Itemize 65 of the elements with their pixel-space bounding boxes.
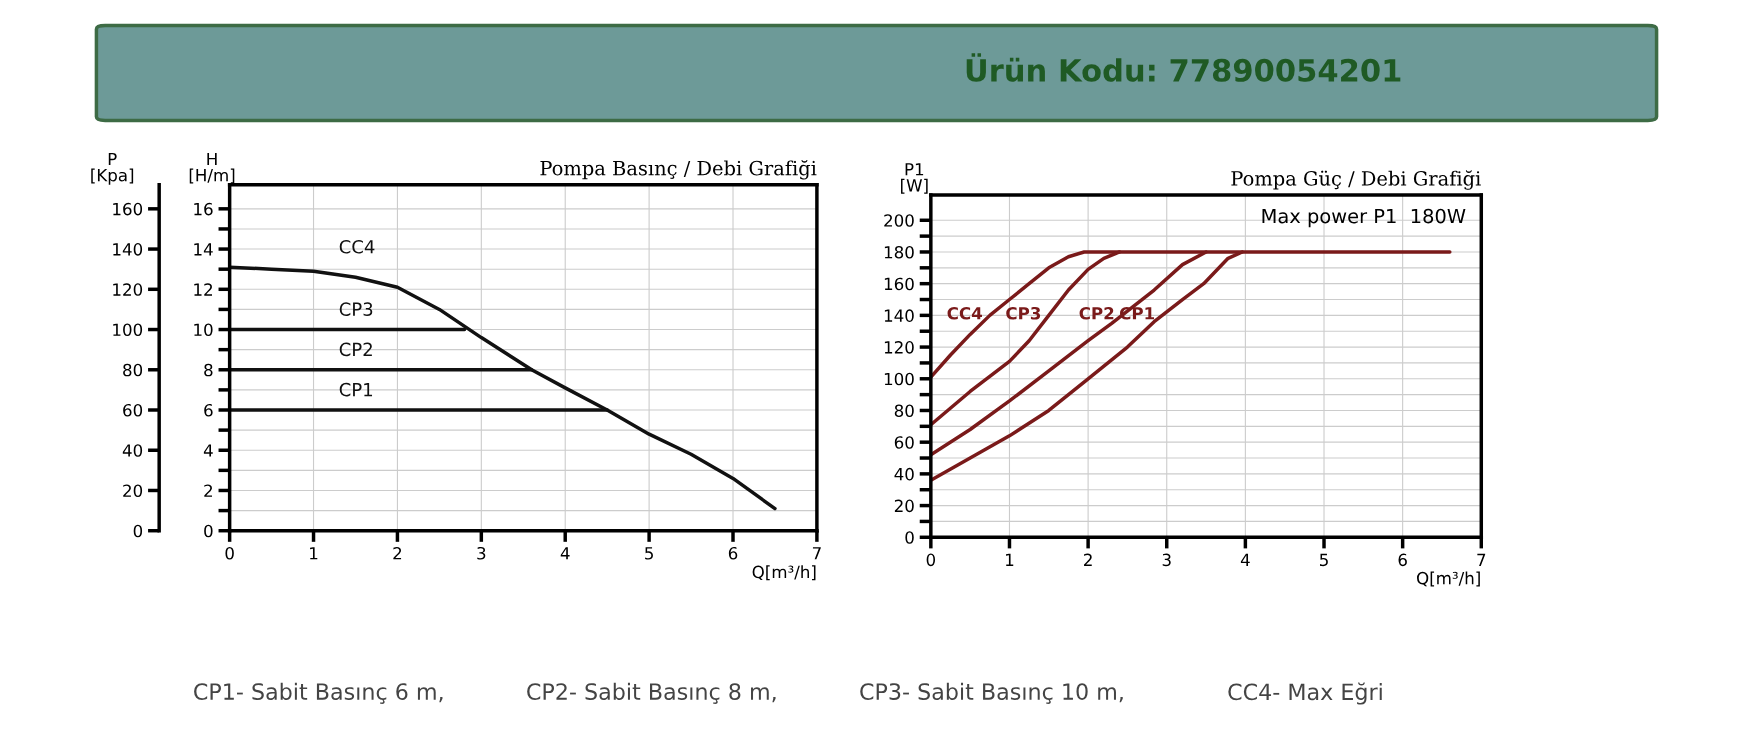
y-tick-label: 140: [884, 309, 914, 322]
y-tick-label: 12: [194, 283, 212, 296]
x-tick-label: 2: [1084, 553, 1092, 566]
x-tick-label: 7: [812, 547, 821, 560]
y2-tick-label: 20: [123, 484, 143, 498]
y-tick-label: 8: [204, 363, 213, 377]
y-tick-label: 100: [884, 372, 914, 386]
x-tick-label: 2: [393, 546, 402, 560]
text: CP2- Sabit Basınç 8 m,: [527, 682, 776, 704]
text: CP1- Sabit Basınç 6 m,: [194, 682, 443, 704]
series-label: CC4: [339, 239, 375, 254]
x-tick-label: 5: [1320, 553, 1328, 567]
y2-axis-title: P [Kpa]: [91, 152, 134, 185]
x-tick-label: 1: [1006, 553, 1014, 566]
series-label: CP2: [339, 342, 372, 357]
y-tick-label: 180: [884, 245, 914, 259]
y-axis-title: H [H/m]: [189, 152, 235, 184]
series-label: CC4: [947, 306, 982, 320]
y-tick-label: 160: [884, 277, 914, 291]
x-axis-title: Q[m³/h]: [1417, 571, 1480, 587]
x-tick-label: 6: [1398, 553, 1407, 567]
y2-tick-label: 140: [113, 243, 143, 256]
y2-tick-label: 0: [133, 524, 143, 538]
x-tick-label: 4: [560, 547, 570, 560]
text: Ürün Kodu: 77890054201: [966, 53, 1401, 82]
x-tick-label: 6: [728, 546, 738, 560]
y2-tick-label: 120: [113, 283, 143, 296]
y2-tick-label: 40: [122, 444, 143, 457]
y-tick-label: 60: [894, 436, 914, 449]
series-label: CP2: [1079, 306, 1114, 320]
annotation: Max power P1 180W: [1262, 208, 1466, 228]
y2-tick-label: 60: [123, 403, 143, 417]
y-tick-label: 2: [204, 484, 212, 497]
y-tick-label: 120: [884, 341, 914, 354]
y-axis-title: P1 [W]: [901, 163, 928, 194]
y-tick-label: 4: [203, 444, 213, 457]
x-tick-label: 3: [1162, 553, 1171, 567]
y-tick-label: 0: [204, 524, 213, 538]
series-label: CP3: [339, 302, 373, 316]
x-tick-label: 3: [477, 546, 486, 560]
series-label: CP3: [1006, 306, 1041, 320]
text: CP3- Sabit Basınç 10 m,: [860, 682, 1123, 704]
y2-tick-label: 80: [123, 363, 143, 377]
y-tick-label: 80: [894, 404, 914, 418]
y2-tick-label: 100: [113, 323, 143, 337]
y-tick-label: 20: [894, 499, 914, 513]
x-tick-label: 5: [645, 547, 653, 560]
x-tick-label: 7: [1477, 553, 1486, 566]
y-tick-label: 0: [905, 531, 914, 544]
x-tick-label: 4: [1240, 553, 1250, 566]
y-tick-label: 16: [194, 202, 213, 216]
chart-title: Pompa Basınç / Debi Grafiği: [540, 159, 817, 180]
y-tick-label: 40: [894, 467, 914, 481]
text: CC4- Max Eğri: [1228, 682, 1382, 705]
y2-tick-label: 160: [113, 202, 143, 216]
chart-title: Pompa Güç / Debi Grafiği: [1231, 170, 1481, 190]
y-tick-label: 6: [204, 403, 213, 417]
x-tick-label: 1: [310, 547, 318, 560]
y-tick-label: 10: [194, 323, 213, 337]
x-axis-title: Q[m³/h]: [752, 565, 816, 581]
series-label: CP1: [339, 382, 373, 397]
y-tick-label: 14: [194, 243, 213, 256]
x-tick-label: 0: [926, 553, 936, 567]
x-tick-label: 0: [225, 546, 234, 560]
y-tick-label: 200: [884, 214, 914, 227]
